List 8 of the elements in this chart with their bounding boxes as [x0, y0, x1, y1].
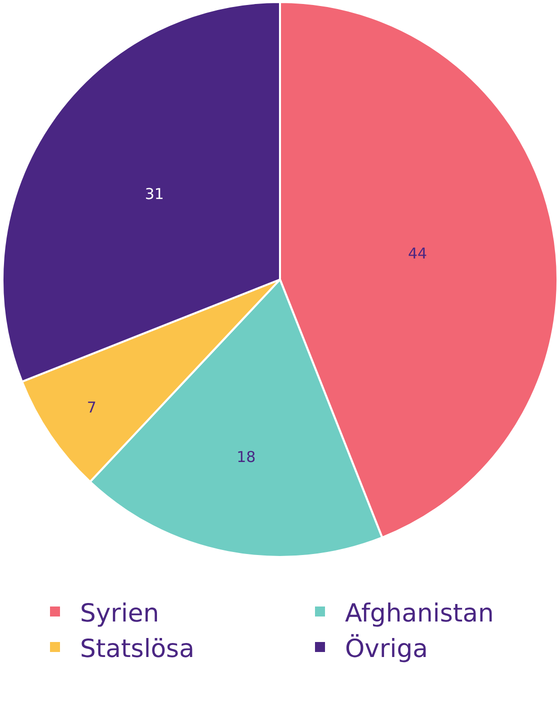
data-label: 44	[408, 244, 428, 262]
data-label: 7	[86, 398, 96, 417]
legend-label: Övriga	[345, 634, 428, 663]
legend-label: Statslösa	[80, 634, 194, 663]
legend-label: Syrien	[80, 598, 160, 628]
data-label: 31	[144, 185, 164, 204]
data-label: 18	[236, 448, 256, 466]
legend-label: Afghanistan	[345, 598, 494, 628]
